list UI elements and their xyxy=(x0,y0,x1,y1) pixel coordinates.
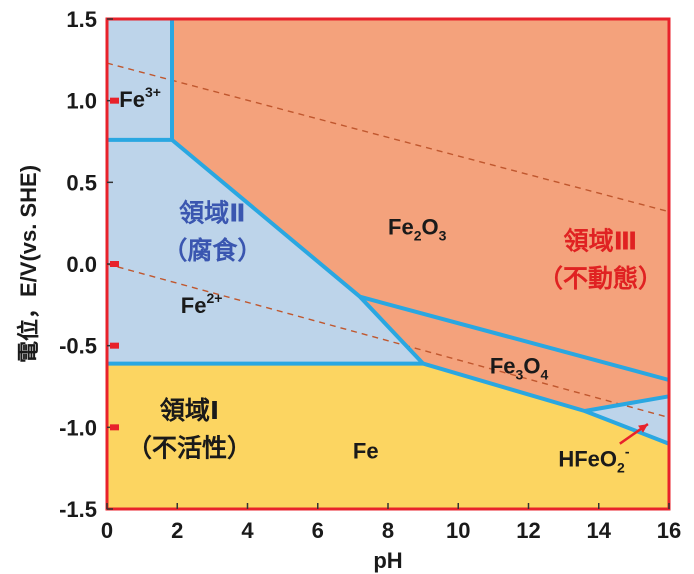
zone2-sublabel: （腐食） xyxy=(162,236,262,265)
species-label-fe2: Fe2+ xyxy=(181,290,223,318)
red-tick-marker xyxy=(110,342,119,349)
y-tick-label: 1.5 xyxy=(66,7,97,32)
stability-regions xyxy=(107,19,669,509)
red-tick-marker xyxy=(110,97,119,104)
boundary-line-6 xyxy=(584,394,670,413)
zone-labels: 領域Ⅱ （腐食） 領域Ⅲ （不動態） 領域Ⅰ （不活性） xyxy=(127,199,663,463)
x-tick-label: 0 xyxy=(101,518,113,543)
zone1-sublabel: （不活性） xyxy=(127,434,252,463)
x-tick-label: 6 xyxy=(312,518,324,543)
y-tick-label: 1.0 xyxy=(66,89,97,114)
x-tick-label: 16 xyxy=(657,518,681,543)
red-tick-marker xyxy=(110,424,119,431)
region-passivity-3 xyxy=(359,296,669,411)
water-line-0 xyxy=(106,62,670,213)
y-tick-label: -0.5 xyxy=(59,334,97,359)
species-label-fe2o3: Fe2O3 xyxy=(388,215,447,244)
x-tick-label: 8 xyxy=(382,518,394,543)
y-tick-label: -1.5 xyxy=(59,497,97,522)
x-tick-label: 14 xyxy=(587,518,612,543)
zone2-label: 領域Ⅱ xyxy=(179,199,245,228)
species-labels: Fe3+ Fe2+ Fe2O3 Fe3O4 Fe HFeO2- xyxy=(119,84,630,475)
region-passivity-2 xyxy=(172,19,669,380)
region-immunity-0 xyxy=(107,363,669,509)
zone3-label: 領域Ⅲ xyxy=(564,226,638,255)
y-tick-label: -1.0 xyxy=(59,415,97,440)
boundary-line-4 xyxy=(359,294,670,382)
x-tick-label: 12 xyxy=(516,518,540,543)
y-axis-title: 電位，E/V(vs. SHE) xyxy=(16,165,41,363)
y-tick-label: 0.5 xyxy=(66,170,97,195)
x-axis-title: pH xyxy=(373,548,402,573)
water-stability-lines xyxy=(106,62,670,419)
axis-ticks: 0 2 4 6 8 10 12 14 16 1.5 1.0 0.5 0.0 -0.5 -1.0 -1.5 xyxy=(59,7,681,543)
water-line-1 xyxy=(106,263,670,419)
species-label-fe: Fe xyxy=(353,438,379,463)
species-label-hfeo2: HFeO2- xyxy=(558,444,629,476)
x-tick-label: 4 xyxy=(241,518,254,543)
x-tick-label: 10 xyxy=(446,518,470,543)
zone3-sublabel: （不動態） xyxy=(538,264,663,293)
species-label-fe3o4: Fe3O4 xyxy=(490,353,549,382)
y-tick-label: 0.0 xyxy=(66,252,97,277)
species-label-fe3: Fe3+ xyxy=(119,84,161,112)
x-tick-label: 2 xyxy=(171,518,183,543)
region-corrosion-1 xyxy=(107,19,424,364)
zone1-label: 領域Ⅰ xyxy=(160,396,219,425)
phase-boundaries xyxy=(107,19,670,446)
red-tick-marker xyxy=(110,261,119,267)
arrow-head xyxy=(638,424,648,433)
arrow-to-hfeo2 xyxy=(619,423,649,445)
